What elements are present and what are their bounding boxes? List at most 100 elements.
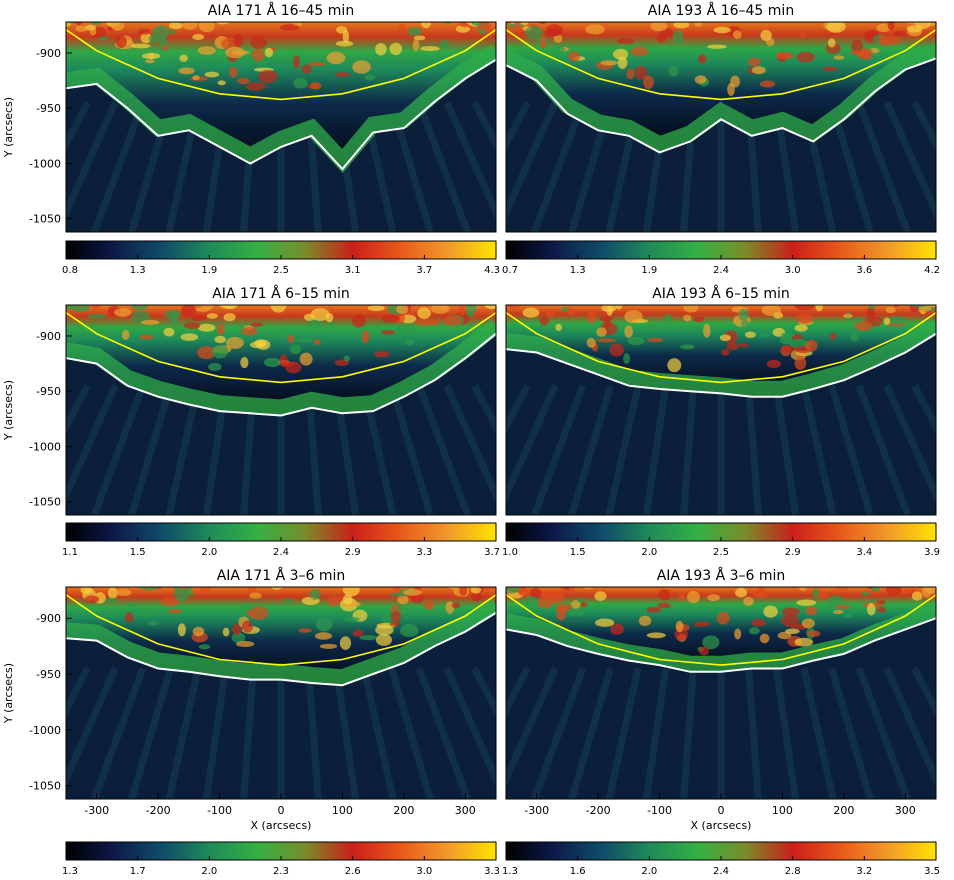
disk-texture: [214, 335, 226, 344]
disk-texture: [67, 22, 77, 24]
disk-texture: [428, 319, 439, 326]
disk-texture: [539, 36, 547, 49]
disk-texture: [124, 612, 134, 623]
corona-streak: [506, 667, 559, 788]
disk-texture: [538, 22, 546, 25]
disk-texture: [524, 595, 539, 607]
limb-line: [66, 594, 496, 666]
x-tick-label: -100: [207, 804, 232, 817]
disk-texture: [795, 305, 815, 311]
colorbar-tick-label: 2.0: [201, 866, 217, 877]
panel-title: AIA 171 Å 3–6 min: [217, 567, 346, 584]
disk-texture: [403, 588, 423, 596]
disk-texture: [137, 609, 154, 618]
disk-texture: [694, 75, 707, 84]
disk-texture: [777, 631, 792, 640]
panel-title: AIA 193 Å 6–15 min: [652, 285, 790, 302]
disk-texture: [375, 43, 387, 56]
corona-streak: [883, 101, 936, 221]
disk-texture: [74, 22, 83, 26]
y-tick-label: -950: [36, 385, 61, 398]
disk-texture: [832, 610, 844, 614]
disk-texture: [246, 82, 266, 91]
colorbar-tick-label: 3.7: [416, 265, 432, 276]
corona-streak: [642, 385, 670, 515]
y-tick-label: -900: [36, 47, 61, 60]
disk-texture: [569, 326, 580, 333]
corona-streak: [772, 385, 800, 515]
disk-texture: [612, 48, 629, 60]
disk-texture: [646, 632, 666, 639]
colorbar-tick-label: 2.4: [273, 547, 289, 558]
disk-texture: [582, 587, 594, 590]
disk-texture: [595, 618, 615, 627]
disk-texture: [465, 311, 475, 318]
disk-texture: [779, 334, 793, 345]
disk-texture: [197, 346, 216, 360]
disk-texture: [287, 334, 294, 344]
panel-image: [506, 16, 936, 232]
disk-texture: [743, 596, 754, 607]
disk-texture: [241, 327, 258, 336]
disk-texture: [477, 22, 492, 31]
disk-texture: [361, 330, 370, 344]
disk-texture: [617, 56, 628, 69]
disk-texture: [396, 305, 409, 315]
disk-texture: [799, 32, 808, 38]
disk-texture: [735, 587, 748, 598]
disk-texture: [212, 345, 228, 359]
disk-texture: [375, 633, 392, 646]
disk-texture: [717, 55, 727, 60]
disk-texture: [586, 337, 596, 348]
disk-texture: [140, 32, 152, 44]
disk-texture: [343, 355, 350, 362]
disk-texture: [250, 322, 263, 328]
corona-streak: [66, 101, 119, 221]
disk-texture: [596, 338, 616, 343]
disk-texture: [555, 323, 562, 331]
disk-texture: [66, 22, 73, 27]
disk-texture: [519, 298, 530, 304]
corona-streak: [800, 384, 837, 515]
disk-texture: [885, 307, 896, 314]
corona-streak: [531, 101, 587, 232]
colorbar-tick-label: 3.5: [924, 866, 940, 877]
x-tick-label: 0: [718, 804, 725, 817]
panel-3: AIA 171 Å 6–15 min -900 -950 -1000 -1050 Y (a…: [2, 285, 500, 558]
disk-texture: [740, 320, 751, 328]
disk-texture: [683, 305, 699, 313]
disk-texture: [179, 54, 188, 62]
disk-texture: [506, 305, 522, 309]
contour-line: [66, 332, 496, 417]
disk-texture: [208, 362, 222, 371]
disk-texture: [249, 606, 269, 620]
colorbar-tick-label: 3.4: [856, 547, 872, 558]
disk-texture: [643, 75, 654, 90]
disk-texture: [182, 22, 198, 30]
disk-texture: [804, 339, 818, 352]
disk-texture: [158, 580, 171, 586]
colorbar-tick-label: 3.0: [785, 265, 801, 276]
colorbar-tick-label: 1.9: [641, 265, 657, 276]
disk-texture: [887, 22, 895, 31]
disk-texture: [680, 344, 695, 350]
disk-texture: [854, 317, 862, 323]
colorbar-tick-label: 2.9: [345, 547, 361, 558]
corona-streak: [91, 384, 147, 515]
disk-texture: [716, 611, 730, 625]
y-tick-label: -1000: [29, 157, 61, 170]
disk-texture: [216, 323, 225, 336]
disk-texture: [796, 51, 815, 63]
y-axis-label: Y (arcsecs): [2, 663, 15, 724]
x-tick-label: -200: [586, 804, 611, 817]
disk-texture: [546, 24, 563, 36]
colorbar-tick-label: 2.6: [345, 866, 361, 877]
disk-texture: [864, 16, 873, 21]
disk-texture: [56, 298, 76, 304]
disk-texture: [801, 618, 815, 629]
disk-texture: [236, 641, 255, 647]
disk-texture: [702, 635, 720, 650]
disk-texture: [246, 587, 257, 592]
disk-texture: [222, 627, 230, 637]
corona-streak: [165, 667, 202, 799]
